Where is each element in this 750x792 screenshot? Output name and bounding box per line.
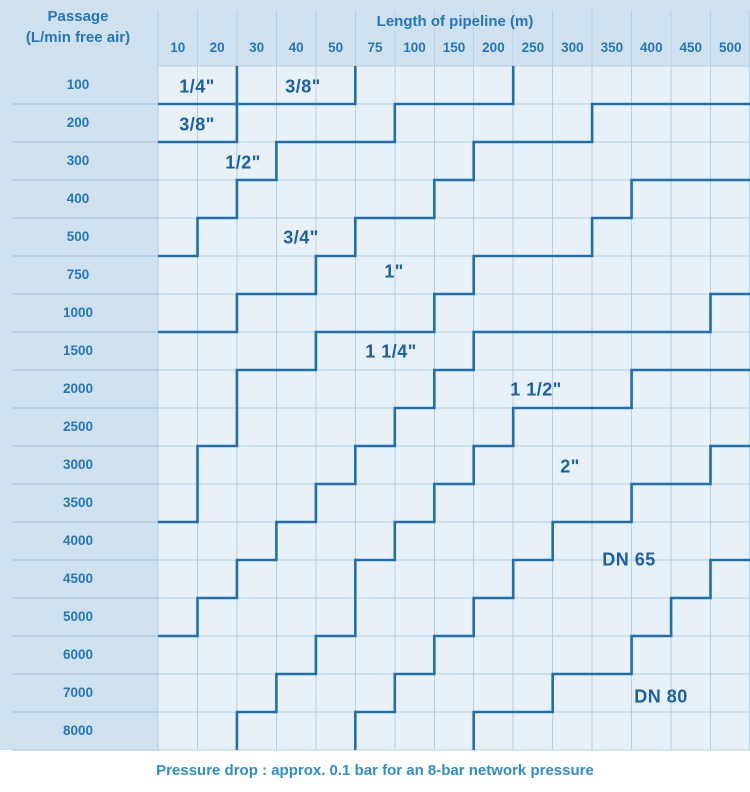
pipe-size-label: DN 65 xyxy=(602,549,656,570)
size-boundary-step-line xyxy=(158,178,750,524)
column-header-label: 250 xyxy=(521,40,545,55)
row-header-label: 4500 xyxy=(62,571,94,586)
y-axis-title-line2: (L/min free air) xyxy=(25,29,131,46)
column-header-label: 450 xyxy=(679,40,703,55)
row-header-label: 8000 xyxy=(62,723,94,738)
column-header-label: 100 xyxy=(403,40,426,55)
row-header-label: 3500 xyxy=(62,495,94,510)
column-header-label: 500 xyxy=(718,40,742,55)
pipe-size-label: 1/2" xyxy=(225,152,261,173)
size-boundary-step-line xyxy=(353,444,750,750)
row-header-label: 4000 xyxy=(62,533,94,548)
row-header-label: 1000 xyxy=(62,305,94,320)
row-header-label: 200 xyxy=(66,115,90,130)
pipe-size-label: 3/8" xyxy=(285,76,321,97)
row-header-label: 750 xyxy=(66,267,90,282)
column-header-label: 150 xyxy=(442,40,466,55)
column-header-label: 40 xyxy=(288,40,304,55)
x-axis-title: Length of pipeline (m) xyxy=(376,13,534,30)
column-header-label: 300 xyxy=(561,40,584,55)
pipe-size-label: 3/8" xyxy=(179,114,215,135)
row-header-label: 1500 xyxy=(62,343,94,358)
column-header-label: 200 xyxy=(482,40,505,55)
column-header-label: 50 xyxy=(328,40,344,55)
pipe-size-label: 1/4" xyxy=(179,76,215,97)
row-header-label: 400 xyxy=(66,191,90,206)
header-band xyxy=(0,0,750,66)
row-header-label: 5000 xyxy=(62,609,94,624)
row-header-label: 7000 xyxy=(62,685,94,700)
row-header-label: 3000 xyxy=(62,457,94,472)
row-header-label: 500 xyxy=(66,229,90,244)
row-header-label: 300 xyxy=(66,153,90,168)
size-boundary-step-line xyxy=(235,368,750,750)
pipe-size-label: 1 1/4" xyxy=(365,341,417,362)
column-header-label: 30 xyxy=(249,40,265,55)
size-boundary-step-line xyxy=(158,102,750,334)
pipe-size-label: 1 1/2" xyxy=(510,379,562,400)
row-header-label: 2500 xyxy=(62,419,94,434)
pipe-size-label: 2" xyxy=(560,456,580,477)
column-header-label: 20 xyxy=(209,40,225,55)
pipe-size-label: 1" xyxy=(384,261,404,282)
row-header-label: 100 xyxy=(66,77,90,92)
size-boundary-step-line xyxy=(158,66,357,144)
row-header-label: 6000 xyxy=(62,647,94,662)
size-boundary-step-line xyxy=(158,292,750,638)
column-header-label: 400 xyxy=(640,40,663,55)
row-header-label: 2000 xyxy=(62,381,94,396)
size-boundary-step-line xyxy=(472,558,750,750)
size-boundary-step-line xyxy=(158,66,515,258)
column-header-label: 75 xyxy=(367,40,383,55)
caption: Pressure drop : approx. 0.1 bar for an 8… xyxy=(156,762,594,779)
pipe-size-label: 3/4" xyxy=(283,227,319,248)
column-header-label: 10 xyxy=(170,40,186,55)
pipe-size-label: DN 80 xyxy=(634,686,688,707)
column-header-label: 350 xyxy=(600,40,624,55)
y-axis-title-line1: Passage xyxy=(47,8,109,25)
